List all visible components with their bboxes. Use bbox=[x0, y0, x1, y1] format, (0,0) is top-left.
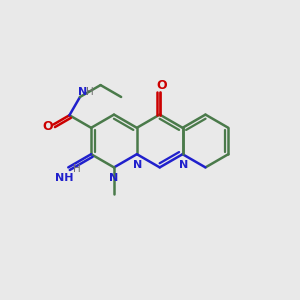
Text: O: O bbox=[43, 119, 53, 133]
Text: N: N bbox=[110, 173, 118, 183]
Text: N: N bbox=[134, 160, 143, 170]
Text: H: H bbox=[74, 164, 81, 174]
Text: N: N bbox=[179, 160, 188, 170]
Text: NH: NH bbox=[56, 173, 74, 183]
Text: O: O bbox=[156, 79, 166, 92]
Text: N: N bbox=[78, 87, 87, 97]
Text: H: H bbox=[86, 87, 94, 97]
